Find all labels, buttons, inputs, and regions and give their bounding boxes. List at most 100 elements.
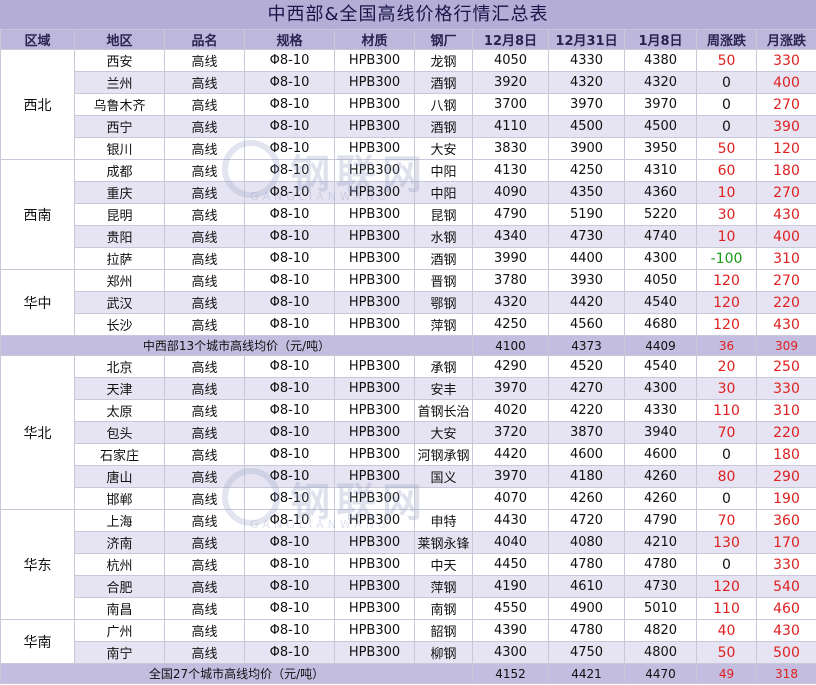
price-dec31-cell: 3900 <box>549 138 625 160</box>
spec-cell: Φ8-10 <box>245 422 335 444</box>
region-cell: 西南 <box>1 160 75 270</box>
column-header: 区域 <box>1 30 75 50</box>
average-row: 全国27个城市高线均价（元/吨） 4152 4421 4470 49 318 <box>1 664 816 684</box>
city-cell: 重庆 <box>75 182 165 204</box>
column-header: 规格 <box>245 30 335 50</box>
material-cell: HPB300 <box>335 356 415 378</box>
table-row: 包头 高线 Φ8-10 HPB300 大安 3720 3870 3940 70 220 <box>1 422 816 444</box>
material-cell: HPB300 <box>335 400 415 422</box>
price-jan8-cell: 4540 <box>625 292 697 314</box>
mill-cell: 昆钢 <box>415 204 473 226</box>
price-dec31-cell: 4520 <box>549 356 625 378</box>
table-row: 华东 上海 高线 Φ8-10 HPB300 申特 4430 4720 4790 70 360 <box>1 510 816 532</box>
mill-cell: 柳钢 <box>415 642 473 664</box>
column-header: 12月31日 <box>549 30 625 50</box>
price-jan8-cell: 4600 <box>625 444 697 466</box>
month-change-cell: 330 <box>757 554 816 576</box>
spec-cell: Φ8-10 <box>245 204 335 226</box>
product-cell: 高线 <box>165 226 245 248</box>
city-cell: 昆明 <box>75 204 165 226</box>
month-change-cell: 460 <box>757 598 816 620</box>
week-change-cell: 120 <box>697 292 757 314</box>
price-dec8-cell: 3990 <box>473 248 549 270</box>
mill-cell: 萍钢 <box>415 314 473 336</box>
week-change-cell: 50 <box>697 138 757 160</box>
week-change-cell: 0 <box>697 444 757 466</box>
table-row: 西南 成都 高线 Φ8-10 HPB300 中阳 4130 4250 4310 60 180 <box>1 160 816 182</box>
mill-cell: 鄂钢 <box>415 292 473 314</box>
product-cell: 高线 <box>165 116 245 138</box>
mill-cell: 酒钢 <box>415 116 473 138</box>
column-header: 1月8日 <box>625 30 697 50</box>
table-row: 天津 高线 Φ8-10 HPB300 安丰 3970 4270 4300 30 330 <box>1 378 816 400</box>
mill-cell: 水钢 <box>415 226 473 248</box>
spec-cell: Φ8-10 <box>245 160 335 182</box>
week-change-cell: 20 <box>697 356 757 378</box>
price-dec8-cell: 3970 <box>473 378 549 400</box>
avg-month-change-cell: 318 <box>757 664 816 684</box>
avg-jan8-cell: 4409 <box>625 336 697 356</box>
material-cell: HPB300 <box>335 248 415 270</box>
city-cell: 杭州 <box>75 554 165 576</box>
product-cell: 高线 <box>165 182 245 204</box>
price-jan8-cell: 4800 <box>625 642 697 664</box>
spec-cell: Φ8-10 <box>245 116 335 138</box>
price-dec31-cell: 4270 <box>549 378 625 400</box>
spec-cell: Φ8-10 <box>245 94 335 116</box>
average-row: 中西部13个城市高线均价（元/吨） 4100 4373 4409 36 309 <box>1 336 816 356</box>
city-cell: 广州 <box>75 620 165 642</box>
material-cell: HPB300 <box>335 182 415 204</box>
price-jan8-cell: 3940 <box>625 422 697 444</box>
table-row: 重庆 高线 Φ8-10 HPB300 中阳 4090 4350 4360 10 270 <box>1 182 816 204</box>
price-dec31-cell: 4730 <box>549 226 625 248</box>
city-cell: 南宁 <box>75 642 165 664</box>
header-row: 区域 地区 品名 规格 材质 钢厂 12月8日 12月31日 1月8日 周涨跌 月涨跌 <box>1 30 816 50</box>
product-cell: 高线 <box>165 532 245 554</box>
month-change-cell: 290 <box>757 466 816 488</box>
table-row: 长沙 高线 Φ8-10 HPB300 萍钢 4250 4560 4680 120 430 <box>1 314 816 336</box>
month-change-cell: 270 <box>757 94 816 116</box>
average-label: 中西部13个城市高线均价（元/吨） <box>1 336 473 356</box>
city-cell: 邯郸 <box>75 488 165 510</box>
mill-cell: 中阳 <box>415 160 473 182</box>
column-header: 品名 <box>165 30 245 50</box>
spec-cell: Φ8-10 <box>245 444 335 466</box>
price-jan8-cell: 5010 <box>625 598 697 620</box>
month-change-cell: 400 <box>757 72 816 94</box>
product-cell: 高线 <box>165 488 245 510</box>
price-jan8-cell: 3950 <box>625 138 697 160</box>
price-jan8-cell: 4050 <box>625 270 697 292</box>
month-change-cell: 250 <box>757 356 816 378</box>
spec-cell: Φ8-10 <box>245 598 335 620</box>
product-cell: 高线 <box>165 422 245 444</box>
material-cell: HPB300 <box>335 314 415 336</box>
product-cell: 高线 <box>165 598 245 620</box>
price-dec31-cell: 4350 <box>549 182 625 204</box>
material-cell: HPB300 <box>335 292 415 314</box>
table-row: 邯郸 高线 Φ8-10 HPB300 4070 4260 4260 0 190 <box>1 488 816 510</box>
month-change-cell: 270 <box>757 182 816 204</box>
avg-dec8-cell: 4100 <box>473 336 549 356</box>
price-dec8-cell: 4420 <box>473 444 549 466</box>
price-dec8-cell: 4250 <box>473 314 549 336</box>
table-row: 太原 高线 Φ8-10 HPB300 首钢长治 4020 4220 4330 110 310 <box>1 400 816 422</box>
product-cell: 高线 <box>165 50 245 72</box>
mill-cell: 韶钢 <box>415 620 473 642</box>
material-cell: HPB300 <box>335 444 415 466</box>
mill-cell: 晋钢 <box>415 270 473 292</box>
city-cell: 天津 <box>75 378 165 400</box>
price-dec31-cell: 4250 <box>549 160 625 182</box>
price-dec8-cell: 4290 <box>473 356 549 378</box>
material-cell: HPB300 <box>335 270 415 292</box>
price-jan8-cell: 5220 <box>625 204 697 226</box>
price-jan8-cell: 4790 <box>625 510 697 532</box>
price-table: 区域 地区 品名 规格 材质 钢厂 12月8日 12月31日 1月8日 周涨跌 月涨跌 西北 西安 高线… <box>0 29 816 684</box>
price-dec31-cell: 4750 <box>549 642 625 664</box>
price-dec8-cell: 4320 <box>473 292 549 314</box>
column-header: 周涨跌 <box>697 30 757 50</box>
price-dec31-cell: 4720 <box>549 510 625 532</box>
mill-cell <box>415 488 473 510</box>
price-dec8-cell: 4340 <box>473 226 549 248</box>
table-body: 西北 西安 高线 Φ8-10 HPB300 龙钢 4050 4330 4380 50 330 兰州 高线… <box>1 50 816 684</box>
